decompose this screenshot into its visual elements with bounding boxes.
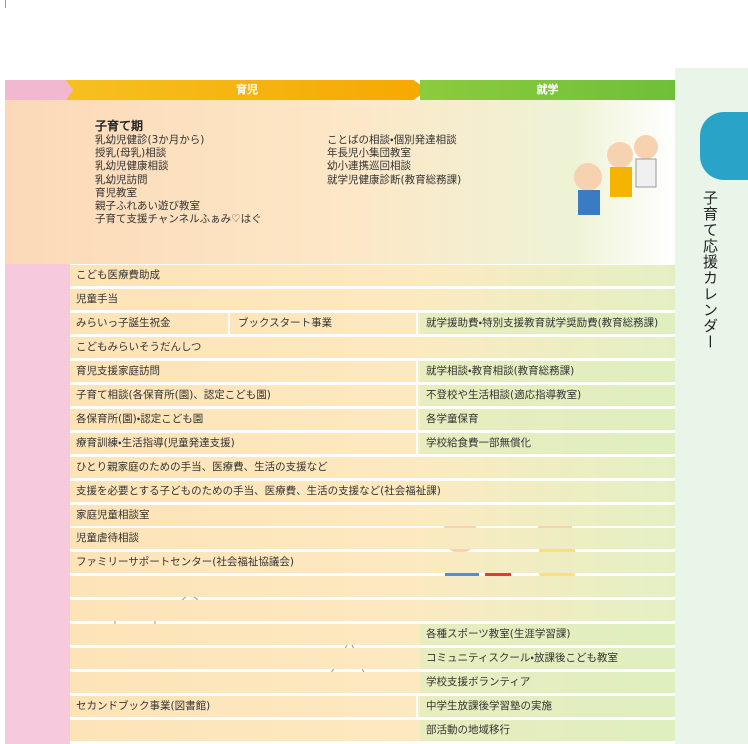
row-background — [70, 480, 675, 502]
row-background — [70, 552, 675, 574]
row-cell: こども医療費助成 — [76, 269, 160, 281]
row-cell-shugaku: 各種スポーツ教室(生涯学習課) — [420, 624, 675, 646]
left-pink-column — [5, 264, 70, 744]
row-cell: ひとり親家庭のための手当、医療費、生活の支援など — [76, 460, 328, 473]
header-shugaku-label: 就学 — [536, 83, 559, 96]
header-ikuji-label: 育児 — [236, 83, 258, 96]
period-section — [5, 100, 675, 264]
row-cell-shugaku: 部活動の地域移行 — [420, 720, 675, 742]
row-background — [70, 456, 675, 478]
illustration-kids — [574, 135, 658, 215]
side-title: 子育て応援カレンダー — [701, 190, 719, 350]
row-cell: ファミリーサポートセンター(社会福祉協議会) — [76, 556, 294, 569]
row-background — [70, 288, 675, 310]
period-ikuji-item: 乳幼児訪問 — [95, 173, 148, 186]
row-cell-ikuji: 子育て相談(各保育所(園)、認定こども園) — [70, 384, 418, 406]
period-shugaku-item: 就学児健康診断(教育総務課) — [327, 173, 462, 186]
row-cell-shugaku: 各学童保育 — [420, 408, 675, 430]
row-cell-ikuji: セカンドブック事業(図書館) — [70, 696, 418, 718]
period-title: 子育て期 — [95, 119, 144, 133]
header-shugaku — [420, 80, 675, 100]
period-shugaku-item: ことばの相談・個別発達相談 — [327, 134, 457, 146]
row-cell-ikuji: 育児支援家庭訪問 — [70, 360, 418, 382]
row-cell: 児童虐待相談 — [76, 532, 139, 545]
row-cell-shugaku: 中学生放課後学習塾の実施 — [420, 696, 675, 718]
period-shugaku-item: 幼小連携巡回相談 — [327, 160, 411, 173]
row-background — [70, 265, 675, 286]
row-background — [70, 336, 675, 358]
header-ikuji — [66, 80, 428, 100]
row-background — [70, 504, 675, 526]
row-cell-ikuji: ブックスタート事業 — [232, 312, 418, 334]
side-panel — [675, 68, 748, 744]
side-tab — [700, 112, 748, 180]
row-background — [70, 528, 675, 550]
row-cell-shugaku: 学校支援ボランティア — [420, 672, 675, 694]
period-ikuji-item: 乳幼児健康相談 — [95, 160, 169, 173]
row-background — [70, 576, 675, 598]
period-shugaku-item: 年長児小集団教室 — [327, 147, 411, 160]
row-cell-ikuji: 療育訓練・生活指導(児童発達支援) — [70, 432, 418, 454]
header-pink — [5, 80, 75, 100]
row-cell-shugaku: 就学相談・教育相談(教育総務課) — [420, 360, 675, 382]
row-cell-ikuji: みらいっ子誕生祝金 — [70, 312, 230, 334]
row-cell-ikuji: 各保育所(園)・認定こども園 — [70, 408, 418, 430]
row-cell-shugaku: 就学援助費・特別支援教育就学奨励費(教育総務課) — [420, 312, 675, 334]
period-ikuji-item: 育児教室 — [95, 186, 137, 199]
row-cell: 家庭児童相談室 — [76, 508, 150, 521]
row-cell: 児童手当 — [76, 292, 118, 305]
period-ikuji-item: 子育て支援チャンネルふぁみ♡はぐ — [95, 213, 262, 226]
row-background — [70, 600, 675, 622]
row-cell: 支援を必要とする子どものための手当、医療費、生活の支援など(社会福祉課) — [76, 484, 441, 497]
row-cell-shugaku: コミュニティスクール・放課後こども教室 — [420, 648, 675, 670]
crop-mark — [5, 0, 6, 8]
row-cell: こどもみらいそうだんしつ — [76, 340, 202, 353]
row-cell-shugaku: 不登校や生活相談(適応指導教室) — [420, 384, 675, 406]
period-ikuji-item: 授乳(母乳)相談 — [95, 147, 167, 160]
row-cell-shugaku: 学校給食費一部無償化 — [420, 432, 675, 454]
period-ikuji-item: 乳幼児健診(3か月から) — [95, 134, 205, 146]
period-ikuji-item: 親子ふれあい遊び教室 — [95, 200, 200, 212]
